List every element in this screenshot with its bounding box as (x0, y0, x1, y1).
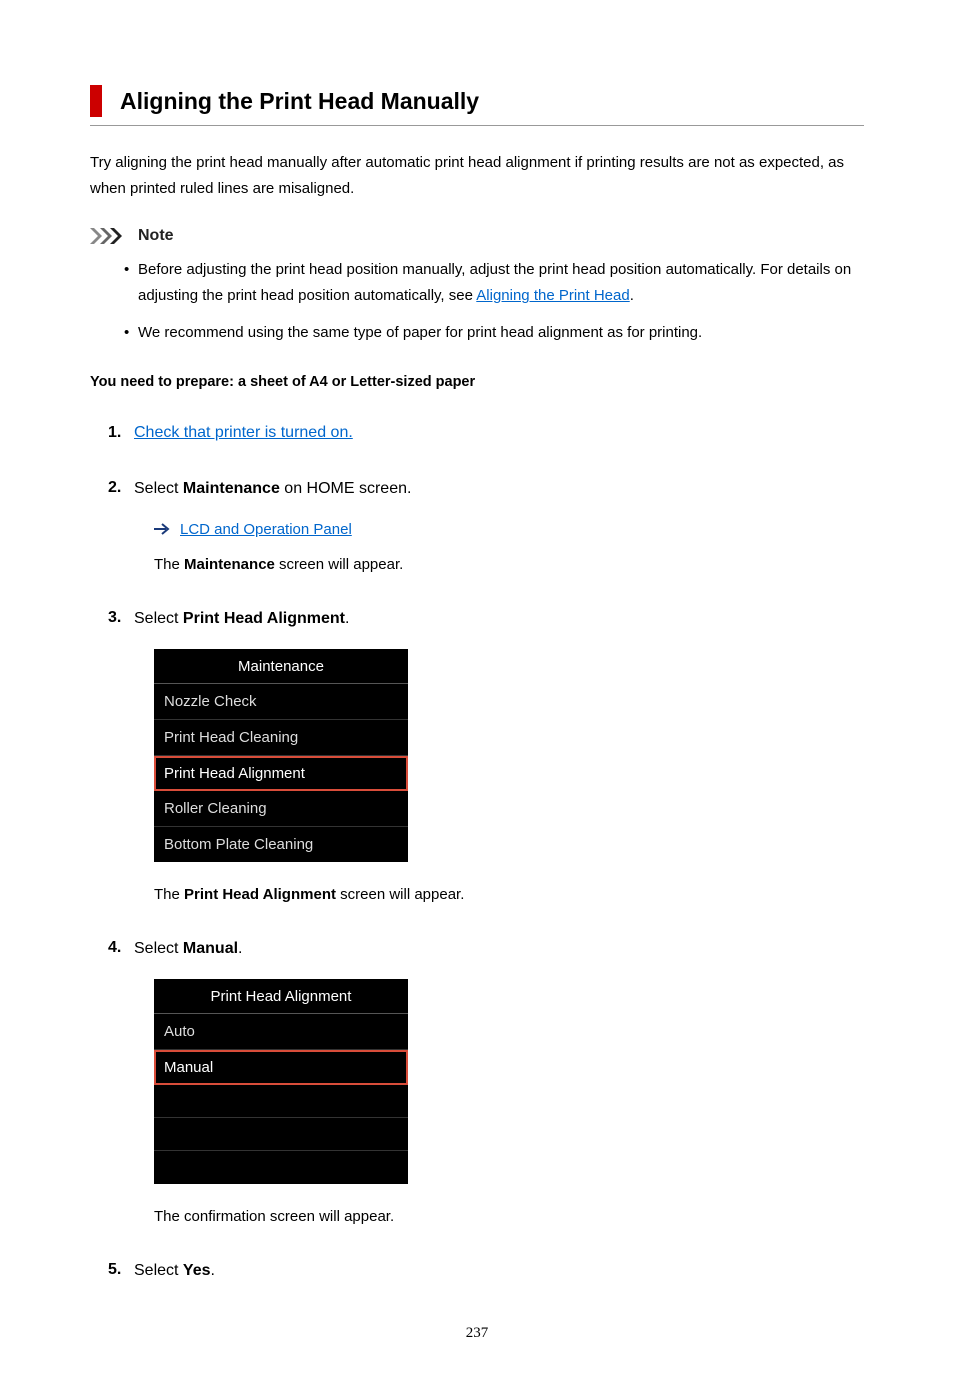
step-3-after-post: screen will appear. (336, 886, 464, 903)
note-item: Before adjusting the print head position… (124, 257, 864, 310)
lcd-title: Maintenance (154, 649, 408, 684)
step-3-head: Select Print Head Alignment. (134, 607, 864, 631)
lcd-item-empty (154, 1151, 408, 1184)
step-4-post: . (238, 940, 242, 957)
note-item: We recommend using the same type of pape… (124, 320, 864, 346)
step-3-after-pre: The (154, 886, 184, 903)
note-text-pre: We recommend using the same type of pape… (138, 324, 702, 341)
step-2-after: The Maintenance screen will appear. (154, 554, 864, 575)
lcd-operation-panel-link[interactable]: LCD and Operation Panel (180, 519, 352, 540)
step-2-post: on HOME screen. (280, 480, 412, 497)
lcd-item-bottom-plate-cleaning: Bottom Plate Cleaning (154, 827, 408, 862)
title-divider (90, 125, 864, 126)
page-title: Aligning the Print Head Manually (120, 85, 864, 117)
step-2-after-pre: The (154, 556, 184, 573)
step-3-after: The Print Head Alignment screen will app… (154, 884, 864, 905)
step-3: Select Print Head Alignment. Maintenance… (108, 607, 864, 905)
step-4-bold: Manual (183, 940, 238, 957)
step-2-bold: Maintenance (183, 480, 280, 497)
lcd-item-print-head-cleaning: Print Head Cleaning (154, 720, 408, 756)
step-4-after: The confirmation screen will appear. (154, 1206, 864, 1227)
step-1: Check that printer is turned on. (108, 422, 864, 444)
prepare-text: You need to prepare: a sheet of A4 or Le… (90, 372, 864, 392)
step-2: Select Maintenance on HOME screen. LCD a… (108, 477, 864, 575)
page-number: 237 (90, 1323, 864, 1344)
step-3-bold: Print Head Alignment (183, 610, 345, 627)
step-2-pre: Select (134, 480, 183, 497)
step-4-pre: Select (134, 940, 183, 957)
step-2-after-bold: Maintenance (184, 556, 275, 573)
step-3-after-bold: Print Head Alignment (184, 886, 336, 903)
note-text-post: . (630, 287, 634, 304)
step-2-after-post: screen will appear. (275, 556, 403, 573)
step-5: Select Yes. (108, 1259, 864, 1283)
intro-paragraph: Try aligning the print head manually aft… (90, 150, 864, 203)
step-4-head: Select Manual. (134, 937, 864, 961)
step-5-bold: Yes (183, 1262, 211, 1279)
check-printer-on-link[interactable]: Check that printer is turned on. (134, 424, 353, 441)
step-3-pre: Select (134, 610, 183, 627)
lcd-item-manual: Manual (154, 1050, 408, 1085)
lcd-item-roller-cleaning: Roller Cleaning (154, 791, 408, 827)
step-2-head: Select Maintenance on HOME screen. (134, 477, 864, 501)
lcd-item-print-head-alignment: Print Head Alignment (154, 756, 408, 791)
title-block: Aligning the Print Head Manually (90, 85, 864, 117)
note-header: Note (90, 225, 864, 247)
steps-list: Check that printer is turned on. Select … (90, 422, 864, 1282)
note-label: Note (138, 225, 174, 247)
step-5-post: . (211, 1262, 215, 1279)
lcd-item-auto: Auto (154, 1014, 408, 1050)
maintenance-lcd: Maintenance Nozzle Check Print Head Clea… (154, 649, 408, 862)
arrow-right-icon (154, 523, 170, 535)
lcd-title: Print Head Alignment (154, 979, 408, 1014)
step-2-sublink-row: LCD and Operation Panel (154, 519, 864, 540)
aligning-print-head-link[interactable]: Aligning the Print Head (476, 287, 629, 304)
chevrons-icon (90, 228, 130, 244)
note-list: Before adjusting the print head position… (90, 257, 864, 346)
step-5-head: Select Yes. (134, 1259, 864, 1283)
step-5-pre: Select (134, 1262, 183, 1279)
lcd-item-nozzle-check: Nozzle Check (154, 684, 408, 720)
step-4: Select Manual. Print Head Alignment Auto… (108, 937, 864, 1227)
step-3-post: . (345, 610, 349, 627)
lcd-item-empty (154, 1085, 408, 1118)
print-head-alignment-lcd: Print Head Alignment Auto Manual (154, 979, 408, 1184)
lcd-item-empty (154, 1118, 408, 1151)
